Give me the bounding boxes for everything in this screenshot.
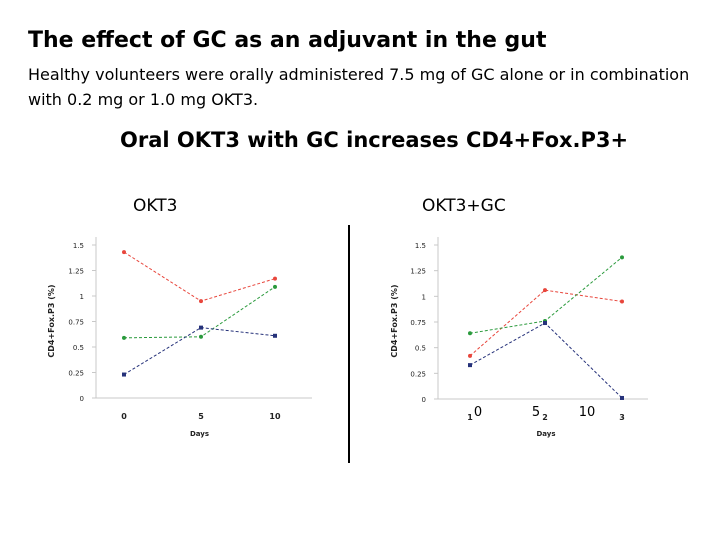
overlay-tick-label: 5	[531, 405, 541, 420]
data-point	[199, 299, 203, 304]
y-tick-label: 0	[80, 395, 84, 403]
data-point	[620, 299, 624, 304]
y-tick-label: 0	[422, 396, 426, 404]
data-point	[468, 353, 472, 358]
overlay-tick-label: 0	[473, 405, 483, 420]
y-tick-label: 1	[422, 293, 426, 301]
y-axis-label: CD4+Fox.P3 (%)	[47, 284, 56, 357]
data-point	[468, 363, 472, 368]
data-point	[620, 395, 624, 400]
y-tick-label: 0.25	[68, 370, 84, 378]
data-point	[199, 334, 203, 339]
y-tick-label: 0.75	[68, 319, 84, 327]
data-point	[273, 333, 277, 338]
x-tick-label: 3	[619, 413, 625, 422]
y-tick-label: 1.5	[73, 242, 84, 250]
panel-label-okt3-gc: OKT3+GC	[422, 196, 506, 216]
series-line	[469, 322, 623, 399]
y-tick-label: 1.25	[410, 268, 426, 276]
x-tick-label: 10	[269, 412, 281, 421]
series-line	[469, 289, 623, 357]
data-point	[273, 284, 277, 289]
y-tick-label: 0.25	[410, 370, 426, 378]
data-point	[468, 331, 472, 336]
x-axis-label: Days	[536, 430, 555, 438]
x-tick-label: 0	[121, 412, 127, 421]
slide-title: The effect of GC as an adjuvant in the g…	[28, 28, 547, 53]
slide-subtitle: Healthy volunteers were orally administe…	[28, 65, 690, 109]
x-tick-label: 5	[198, 412, 204, 421]
y-tick-label: 1.25	[68, 268, 84, 276]
panel-divider	[348, 225, 350, 463]
x-tick-label: 1	[467, 413, 473, 422]
x-axis-label: Days	[190, 430, 209, 438]
data-point	[122, 250, 126, 255]
data-point	[122, 372, 126, 377]
y-axis-label: CD4+Fox.P3 (%)	[390, 284, 399, 357]
overlay-tick-label: 10	[578, 405, 596, 420]
panel-label-okt3: OKT3	[133, 196, 178, 216]
data-point	[543, 321, 547, 326]
y-tick-label: 1.5	[415, 242, 426, 250]
data-point	[122, 335, 126, 340]
x-tick-label: 2	[542, 413, 548, 422]
y-tick-label: 0.75	[410, 319, 426, 327]
data-point	[543, 288, 547, 293]
y-tick-label: 0.5	[415, 345, 426, 353]
data-point	[199, 325, 203, 330]
data-point	[273, 276, 277, 281]
data-point	[620, 255, 624, 260]
slide-heading: Oral OKT3 with GC increases CD4+Fox.P3+	[120, 128, 629, 152]
y-tick-label: 0.5	[73, 344, 84, 352]
y-tick-label: 1	[80, 293, 84, 301]
